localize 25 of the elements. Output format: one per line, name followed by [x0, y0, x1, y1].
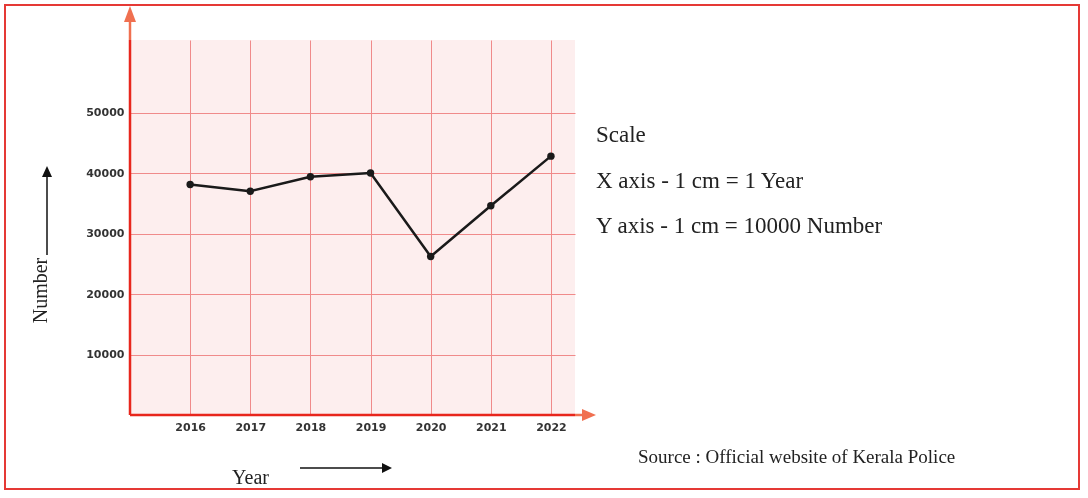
x-tick-label: 2018: [295, 420, 327, 434]
point: [547, 152, 555, 160]
x-tick-label: 2021: [476, 420, 507, 434]
y-axis-title: Number: [28, 257, 51, 324]
y-tick-label: 50000: [86, 106, 125, 120]
point: [366, 169, 375, 177]
y-tick-label: 40000: [86, 166, 125, 180]
x-tick-label: 2017: [235, 420, 267, 434]
x-axis-title: Year: [232, 465, 270, 488]
y-tick-label: 30000: [86, 227, 125, 241]
text: X axis - 1 cm = 1 Year: [596, 168, 804, 194]
point: [186, 180, 194, 189]
text: Y axis - 1 cm = 10000 Number: [596, 213, 883, 239]
point: [487, 202, 495, 210]
point: [246, 187, 254, 195]
x-tick-label: 2016: [175, 420, 207, 434]
x-tick-label: 2019: [355, 420, 387, 434]
point: [306, 172, 315, 181]
x-tick-label: 2022: [536, 420, 567, 434]
y-tick-label: 10000: [86, 348, 125, 362]
point: [426, 252, 435, 261]
source-note: Source : Official website of Kerala Police: [638, 446, 956, 468]
y-tick-label: 20000: [86, 287, 125, 301]
x-tick-label: 2020: [415, 420, 447, 434]
text: Scale: [596, 122, 646, 148]
